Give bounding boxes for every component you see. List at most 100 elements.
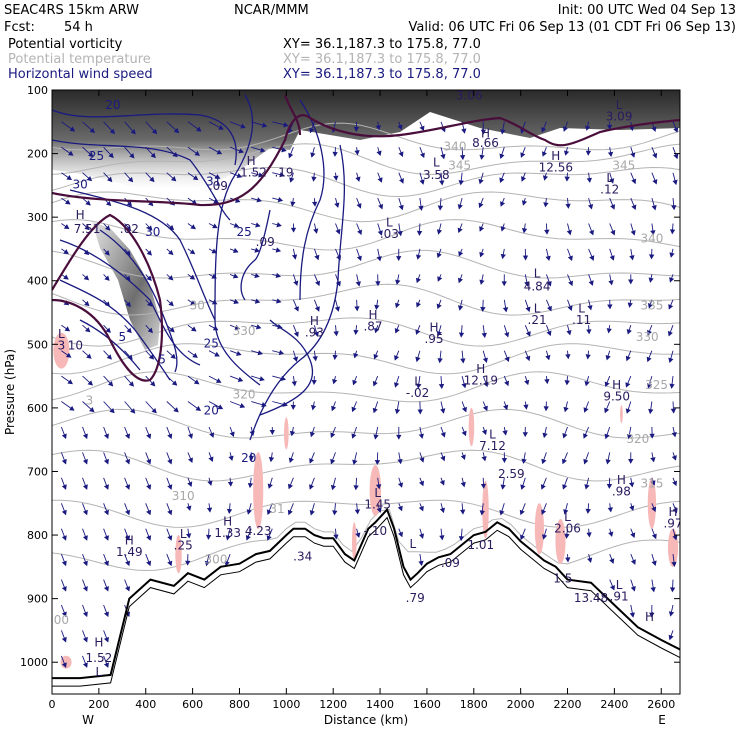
wind-vector-58	[103, 477, 109, 490]
wind-vector-368	[480, 299, 486, 312]
wind-vector-509	[647, 299, 653, 309]
wind-vector-434	[567, 299, 573, 311]
theta-label-16: 00	[54, 613, 69, 627]
wind-vector-333	[437, 274, 443, 282]
wind-vector-181	[251, 247, 260, 253]
wind-vector-177	[251, 146, 266, 153]
wind-vectors	[60, 121, 679, 668]
wind-vector-249	[334, 299, 341, 312]
wind-vector-442	[563, 503, 569, 515]
wind-vector-244	[333, 172, 339, 181]
wind-vector-202	[272, 349, 285, 356]
wind-vector-514	[649, 426, 655, 439]
wind-vector-109	[166, 248, 174, 256]
wind-vector-8	[61, 324, 71, 332]
wind-vector-240	[309, 477, 315, 490]
wind-vector-60	[103, 528, 109, 541]
wind-vector-435	[566, 325, 572, 336]
wind-vector-13	[60, 452, 67, 465]
wind-vector-141	[208, 146, 223, 155]
pv-label-5: 3.09	[606, 110, 633, 124]
wind-vector-199	[272, 272, 282, 279]
wind-vector-407	[520, 477, 526, 490]
wind-vector-292	[397, 121, 403, 130]
wind-vector-186	[251, 375, 265, 382]
wind-vector-70	[124, 223, 132, 231]
theta-line-5	[52, 249, 680, 279]
wind-vector-55	[103, 401, 115, 414]
wind-vector-386	[503, 350, 510, 362]
wind-vector-62	[103, 579, 109, 592]
wind-vector-230	[313, 223, 319, 234]
wind-vector-493	[625, 401, 632, 414]
theta-label-1: 345	[448, 159, 471, 173]
wind-vector-12	[60, 426, 67, 440]
pv-label-29: H	[612, 378, 621, 392]
wind-vector-132	[187, 375, 200, 385]
wind-vector-1	[61, 146, 74, 156]
wind-label-0: 20	[105, 98, 120, 112]
wind-vector-46	[103, 172, 113, 183]
wind-vector-296	[397, 223, 403, 237]
wind-vector-87	[145, 146, 156, 159]
field-name-theta: Potential temperature	[8, 52, 151, 67]
theta-label-8: 315	[640, 476, 663, 490]
pv-shading-pink	[53, 332, 679, 669]
wind-vector-404	[523, 401, 529, 410]
wind-vector-17	[60, 553, 67, 567]
wind-vector-324	[418, 503, 424, 512]
pv-label-28: -.02	[406, 386, 429, 400]
theta-label-15: 3	[86, 394, 94, 408]
wind-vector-282	[375, 274, 381, 287]
wind-vector-323	[419, 477, 425, 487]
wind-vector-157	[204, 554, 210, 567]
wind-vector-183	[251, 298, 261, 304]
wind-vector-49	[103, 248, 110, 256]
pv-label-56: .91	[610, 590, 629, 604]
wind-vector-172	[227, 477, 234, 487]
wind-vector-35	[82, 452, 88, 465]
wind-vector-223	[288, 452, 294, 463]
pv-label-19: H	[368, 308, 377, 322]
pv-label-54: 13.48	[574, 591, 608, 605]
pv-label-10: .12	[600, 183, 619, 197]
wind-vector-245	[334, 197, 340, 208]
wind-vector-535	[671, 452, 677, 461]
wind-vector-473	[604, 375, 611, 387]
valid-time: Valid: 06 UTC Fri 06 Sep 13 (01 CDT Fri …	[409, 20, 736, 35]
pv-label-72: .09	[256, 235, 275, 249]
wind-vector-423	[541, 452, 547, 465]
wind-vector-251	[332, 350, 338, 361]
theta-line-4	[52, 219, 680, 251]
fcst-label: Fcst:	[4, 20, 35, 35]
wind-vector-472	[605, 350, 611, 361]
wind-vector-201	[272, 324, 283, 330]
wind-vector-379	[499, 172, 505, 183]
wind-vector-113	[166, 350, 176, 359]
wind-vector-302	[394, 375, 400, 388]
wind-label-1: 25	[89, 149, 104, 163]
pv-label-46: L	[180, 527, 187, 541]
theta-label-5: 330	[636, 330, 659, 344]
wind-contour-7	[214, 94, 261, 386]
wind-vector-437	[564, 376, 570, 386]
wind-vector-126	[187, 223, 196, 230]
wind-vector-196	[272, 197, 284, 203]
wind-vector-359	[460, 503, 466, 515]
terrain-line-secondary	[52, 516, 680, 687]
theta-label-6: 325	[645, 378, 668, 392]
wind-vector-464	[607, 147, 614, 158]
wind-vector-32	[82, 375, 93, 386]
wind-vector-538	[672, 528, 678, 541]
theta-line-12	[52, 499, 680, 528]
wind-vector-63	[103, 604, 109, 618]
wind-vector-440	[561, 452, 568, 465]
wind-vector-316	[416, 299, 421, 308]
x-tick-label-12: 2400	[600, 698, 628, 711]
wind-vector-425	[541, 503, 547, 515]
wind-vector-68	[124, 172, 134, 183]
wind-vector-450	[588, 248, 595, 261]
wind-vector-216	[292, 274, 299, 286]
theta-label-0: 340	[444, 139, 467, 153]
wind-vector-184	[251, 324, 262, 330]
